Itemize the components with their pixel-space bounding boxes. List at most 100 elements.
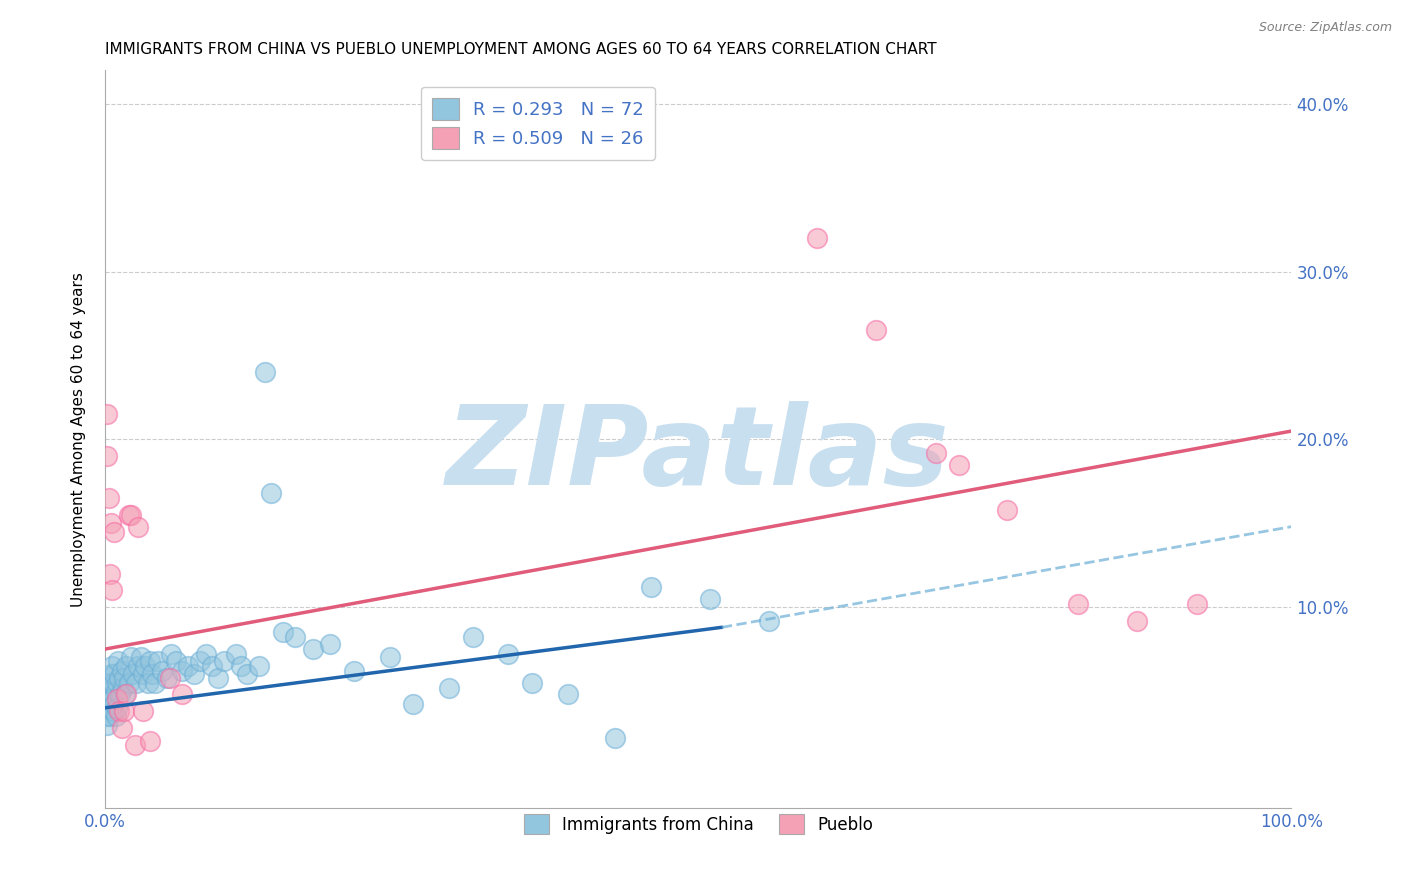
Point bbox=[97, 491, 120, 505]
Point bbox=[108, 671, 131, 685]
Point bbox=[156, 671, 179, 685]
Point bbox=[132, 704, 155, 718]
Point bbox=[201, 658, 224, 673]
Point bbox=[127, 658, 149, 673]
Point bbox=[115, 658, 138, 673]
Point bbox=[103, 667, 125, 681]
Point bbox=[115, 687, 138, 701]
Point bbox=[96, 709, 118, 723]
Point bbox=[101, 692, 124, 706]
Point bbox=[105, 692, 128, 706]
Point bbox=[224, 647, 246, 661]
Text: Source: ZipAtlas.com: Source: ZipAtlas.com bbox=[1258, 21, 1392, 34]
Point bbox=[114, 687, 136, 701]
Point bbox=[129, 650, 152, 665]
Point bbox=[101, 658, 124, 673]
Point bbox=[110, 664, 132, 678]
Point bbox=[98, 566, 121, 581]
Point bbox=[112, 671, 135, 685]
Text: ZIPatlas: ZIPatlas bbox=[446, 401, 950, 508]
Point bbox=[247, 658, 270, 673]
Point bbox=[96, 717, 118, 731]
Point bbox=[212, 654, 235, 668]
Point bbox=[150, 664, 173, 678]
Point bbox=[141, 667, 163, 681]
Point bbox=[159, 671, 181, 685]
Point bbox=[105, 701, 128, 715]
Point bbox=[160, 647, 183, 661]
Point bbox=[1067, 597, 1090, 611]
Point bbox=[284, 631, 307, 645]
Text: IMMIGRANTS FROM CHINA VS PUEBLO UNEMPLOYMENT AMONG AGES 60 TO 64 YEARS CORRELATI: IMMIGRANTS FROM CHINA VS PUEBLO UNEMPLOY… bbox=[105, 42, 936, 57]
Point bbox=[865, 323, 887, 337]
Point bbox=[120, 508, 142, 522]
Point bbox=[343, 664, 366, 678]
Point bbox=[125, 675, 148, 690]
Legend: Immigrants from China, Pueblo: Immigrants from China, Pueblo bbox=[513, 804, 883, 845]
Point bbox=[97, 692, 120, 706]
Point bbox=[136, 675, 159, 690]
Point bbox=[183, 667, 205, 681]
Point bbox=[120, 650, 142, 665]
Point bbox=[103, 698, 125, 712]
Point bbox=[105, 675, 128, 690]
Point bbox=[319, 637, 342, 651]
Point bbox=[100, 516, 122, 531]
Point bbox=[806, 231, 828, 245]
Point bbox=[112, 704, 135, 718]
Point bbox=[118, 675, 141, 690]
Point bbox=[758, 614, 780, 628]
Point bbox=[271, 625, 294, 640]
Point bbox=[104, 709, 127, 723]
Point bbox=[1185, 597, 1208, 611]
Point bbox=[97, 684, 120, 698]
Point bbox=[103, 675, 125, 690]
Point bbox=[134, 658, 156, 673]
Point bbox=[948, 458, 970, 472]
Point bbox=[194, 647, 217, 661]
Point bbox=[132, 667, 155, 681]
Point bbox=[172, 687, 194, 701]
Point bbox=[103, 524, 125, 539]
Point bbox=[172, 664, 194, 678]
Point bbox=[699, 591, 721, 606]
Point bbox=[498, 647, 520, 661]
Point bbox=[122, 667, 145, 681]
Point bbox=[301, 642, 323, 657]
Point bbox=[96, 407, 118, 421]
Point bbox=[236, 667, 259, 681]
Point bbox=[148, 654, 170, 668]
Point bbox=[165, 654, 187, 668]
Point bbox=[96, 701, 118, 715]
Point bbox=[207, 671, 229, 685]
Point bbox=[107, 654, 129, 668]
Point bbox=[231, 658, 253, 673]
Point bbox=[127, 519, 149, 533]
Y-axis label: Unemployment Among Ages 60 to 64 years: Unemployment Among Ages 60 to 64 years bbox=[72, 272, 86, 607]
Point bbox=[378, 650, 401, 665]
Point bbox=[98, 709, 121, 723]
Point bbox=[143, 675, 166, 690]
Point bbox=[124, 738, 146, 752]
Point bbox=[605, 731, 627, 745]
Point bbox=[995, 503, 1018, 517]
Point bbox=[110, 721, 132, 735]
Point bbox=[118, 508, 141, 522]
Point bbox=[520, 675, 543, 690]
Point bbox=[1126, 614, 1149, 628]
Point bbox=[260, 486, 283, 500]
Point bbox=[108, 704, 131, 718]
Point bbox=[177, 658, 200, 673]
Point bbox=[101, 583, 124, 598]
Point bbox=[104, 684, 127, 698]
Point bbox=[100, 701, 122, 715]
Point bbox=[557, 687, 579, 701]
Point bbox=[188, 654, 211, 668]
Point bbox=[924, 446, 946, 460]
Point bbox=[100, 667, 122, 681]
Point bbox=[402, 698, 425, 712]
Point bbox=[640, 580, 662, 594]
Point bbox=[111, 681, 134, 695]
Point bbox=[110, 687, 132, 701]
Point bbox=[96, 449, 118, 463]
